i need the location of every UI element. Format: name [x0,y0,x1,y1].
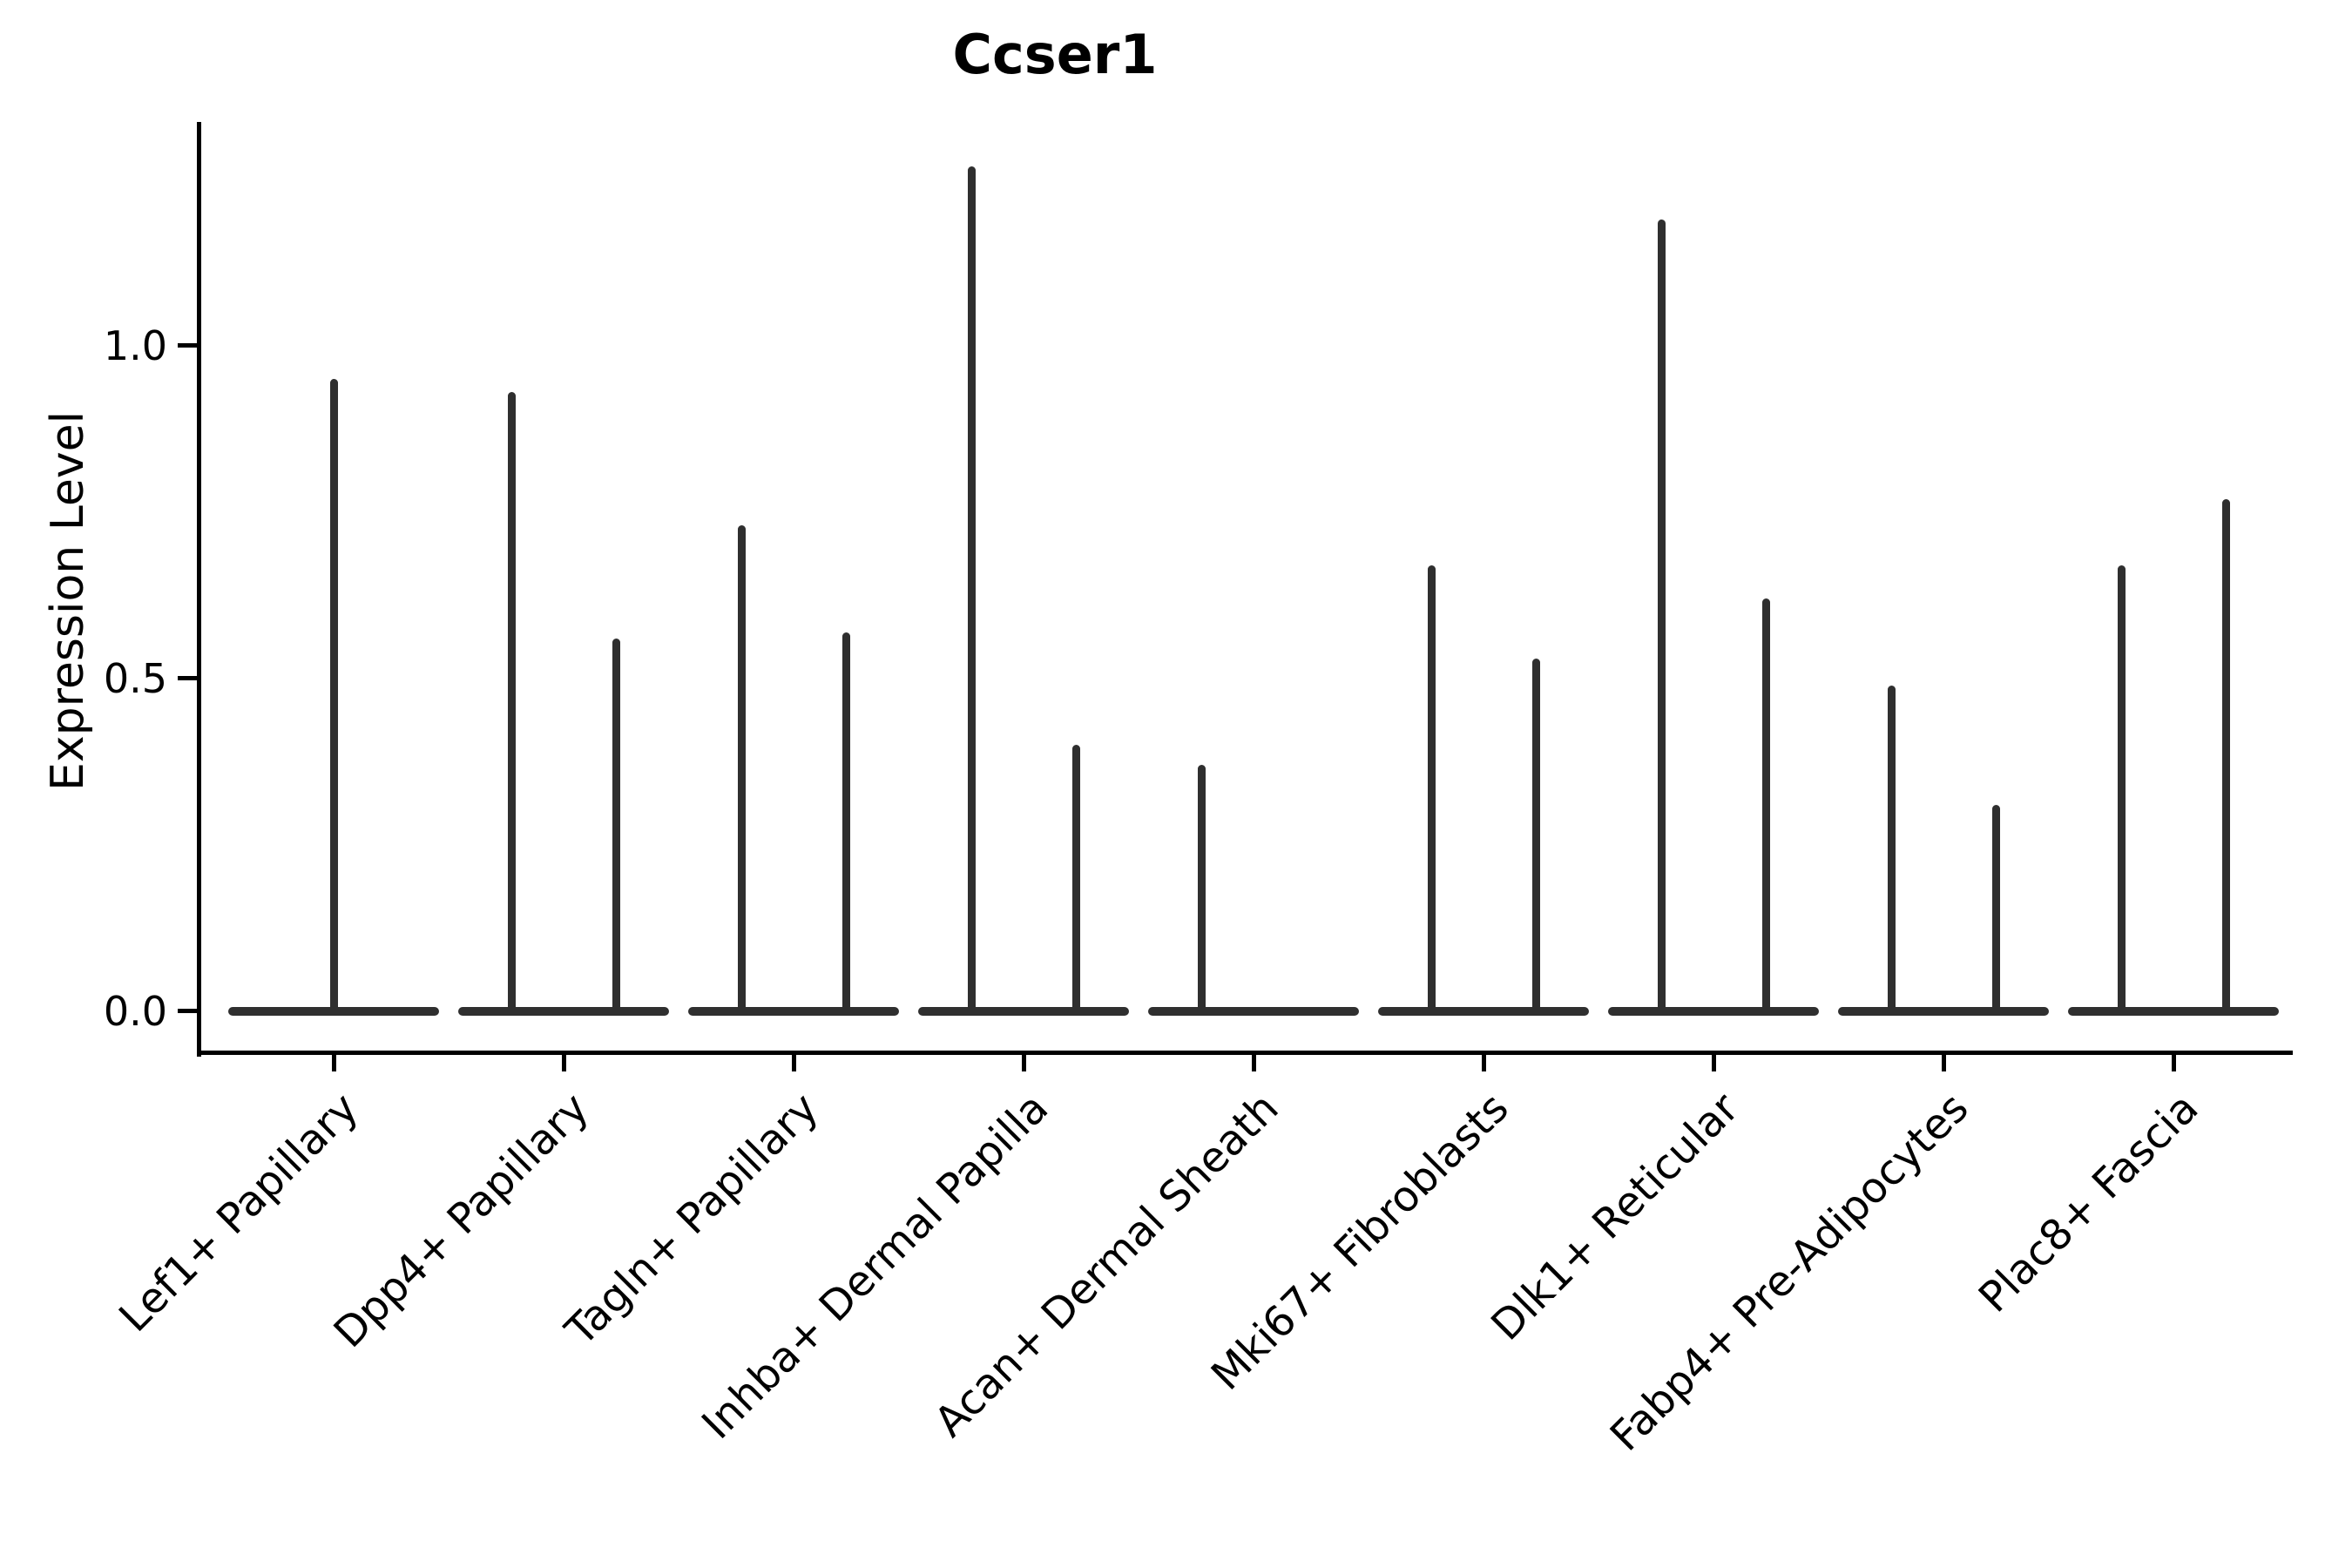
violin-baseline [918,1007,1129,1016]
x-tick-label-text: Tagln+ Papillary [556,1084,828,1355]
x-tick-label-text: Lef1+ Papillary [110,1084,368,1342]
plot-title: Ccser1 [952,23,1158,86]
x-tick-mark [1482,1052,1486,1071]
x-tick-label-text: Dpp4+ Papillary [324,1084,598,1358]
x-tick-mark [1712,1052,1716,1071]
x-tick-mark [332,1052,336,1071]
x-tick-mark [792,1052,796,1071]
violin-baseline [1378,1007,1589,1016]
y-tick-label: 0.0 [103,988,167,1035]
violin-spike [1428,565,1436,1011]
violin-spike [738,525,746,1011]
violin-baseline [1148,1007,1359,1016]
violin-spike [2118,565,2126,1011]
violin-spike [1992,805,2000,1011]
x-tick-mark [1022,1052,1026,1071]
violin-spike [1762,598,1770,1011]
violin-baseline [1608,1007,1819,1016]
violin-spike [612,639,620,1011]
x-tick-label-text: Dlk1+ Reticular [1481,1084,1748,1350]
violin-baseline [458,1007,669,1016]
x-tick-mark [1252,1052,1256,1071]
y-axis-label: Expression Level [42,410,94,792]
x-tick-label-text: Plac8+ Fascia [1970,1084,2208,1322]
x-axis-spine [197,1051,2293,1055]
x-tick-mark [1942,1052,1946,1071]
violin-spike [1532,659,1540,1011]
violin-baseline [688,1007,899,1016]
violin-spike [968,166,976,1011]
violin-spike [1198,765,1206,1011]
violin-spike [1072,745,1080,1011]
y-axis-spine [197,122,201,1057]
y-tick-label: 0.5 [103,655,167,702]
violin-baseline [1838,1007,2049,1016]
y-tick-mark [178,343,197,348]
y-tick-mark [178,676,197,680]
violin-spike [330,379,338,1011]
x-tick-mark [2172,1052,2176,1071]
violin-baseline [228,1007,439,1016]
violin-spike [842,632,850,1011]
violin-baseline [2068,1007,2279,1016]
y-tick-mark [178,1009,197,1013]
violin-spike [2222,498,2230,1011]
violin-spike [1658,219,1666,1011]
x-tick-mark [562,1052,566,1071]
y-tick-label: 1.0 [103,322,167,369]
violin-spike [508,392,516,1011]
violin-spike [1888,685,1896,1011]
